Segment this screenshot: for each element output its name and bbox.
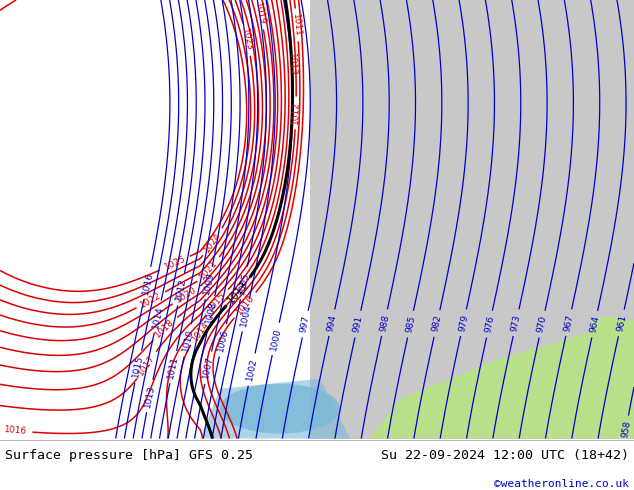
Text: 964: 964 [588, 315, 601, 334]
Text: 1012: 1012 [291, 101, 301, 124]
Text: 1007: 1007 [202, 356, 215, 380]
Text: 1009: 1009 [202, 271, 216, 295]
Text: 1018: 1018 [153, 318, 176, 340]
Text: Surface pressure [hPa] GFS 0.25: Surface pressure [hPa] GFS 0.25 [5, 448, 253, 462]
Text: 1013: 1013 [143, 384, 157, 408]
Text: 1024: 1024 [203, 230, 223, 254]
Text: 1011: 1011 [167, 355, 180, 379]
Text: 994: 994 [326, 314, 338, 332]
Text: 1010: 1010 [181, 328, 195, 352]
Text: 988: 988 [378, 313, 391, 332]
Text: 1025: 1025 [162, 254, 187, 272]
Text: 958: 958 [620, 419, 632, 438]
Text: 970: 970 [536, 315, 548, 334]
Ellipse shape [520, 361, 600, 396]
Text: 1023: 1023 [240, 27, 254, 52]
Text: 1016: 1016 [141, 271, 154, 295]
Text: 973: 973 [510, 313, 522, 332]
Text: 1005: 1005 [237, 271, 250, 295]
Text: 1017: 1017 [136, 353, 157, 377]
Text: 1015: 1015 [131, 354, 145, 379]
Text: 1014: 1014 [151, 305, 165, 329]
Text: 1002: 1002 [245, 358, 259, 382]
Text: 1016: 1016 [4, 425, 28, 436]
Text: 1000: 1000 [269, 327, 283, 351]
Text: ©weatheronline.co.uk: ©weatheronline.co.uk [494, 479, 629, 489]
Text: 1022: 1022 [139, 291, 163, 309]
Polygon shape [310, 0, 634, 439]
Text: 1020: 1020 [174, 285, 198, 305]
Ellipse shape [590, 317, 630, 342]
Text: 1015: 1015 [206, 291, 228, 314]
Text: 961: 961 [615, 314, 628, 332]
Text: 1019: 1019 [253, 1, 267, 25]
Text: Su 22-09-2024 12:00 UTC (18+42): Su 22-09-2024 12:00 UTC (18+42) [381, 448, 629, 462]
Text: 1014: 1014 [190, 319, 210, 343]
Polygon shape [200, 379, 350, 439]
Text: 982: 982 [430, 314, 443, 333]
Text: 997: 997 [299, 315, 311, 334]
Text: 1021: 1021 [198, 258, 220, 281]
Polygon shape [370, 319, 634, 439]
Text: 1011: 1011 [292, 13, 302, 37]
Text: 1012: 1012 [174, 277, 188, 301]
Text: 1004: 1004 [239, 303, 252, 327]
Text: 1013: 1013 [226, 278, 250, 305]
Text: 1013: 1013 [287, 53, 297, 76]
Text: 1008: 1008 [205, 300, 218, 324]
Text: 976: 976 [483, 315, 496, 334]
Ellipse shape [220, 384, 340, 434]
Text: 985: 985 [404, 315, 417, 334]
Text: 1010: 1010 [234, 294, 256, 317]
Text: 991: 991 [352, 315, 364, 334]
Text: 979: 979 [457, 313, 470, 332]
Text: 1006: 1006 [216, 328, 230, 352]
Text: 967: 967 [562, 313, 575, 332]
